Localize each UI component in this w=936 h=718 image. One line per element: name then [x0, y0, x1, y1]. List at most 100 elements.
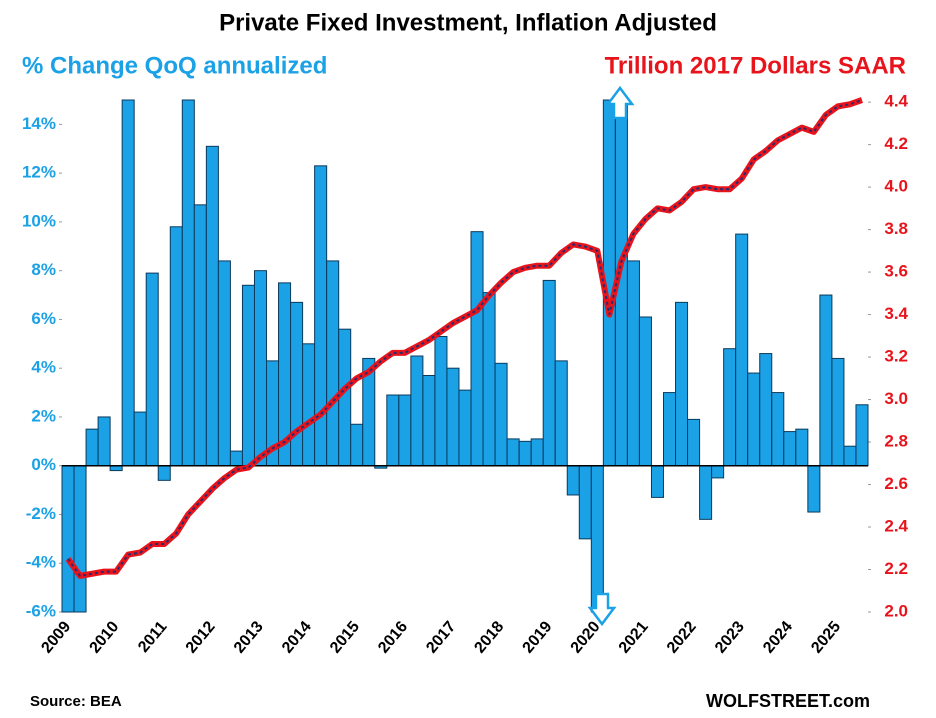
x-tick-label: 2015: [327, 618, 363, 656]
bar: [518, 440, 532, 467]
bar: [819, 294, 833, 467]
bar: [843, 445, 857, 467]
bar: [506, 438, 520, 467]
y2-tick-label: 4.2: [884, 134, 908, 153]
x-tick-label: 2011: [135, 618, 170, 656]
arrow-up: [605, 85, 635, 120]
bar: [241, 284, 255, 467]
bar: [795, 428, 809, 467]
bar: [229, 450, 243, 467]
bar: [771, 392, 785, 467]
x-tick-label: 2023: [712, 618, 748, 656]
y2-tick-label: 3.4: [884, 304, 908, 323]
arrow-down: [587, 592, 617, 627]
bar: [578, 465, 592, 540]
y2-tick-label: 3.2: [884, 347, 908, 366]
y2-tick-label: 3.0: [884, 389, 908, 408]
bar: [855, 404, 869, 467]
y-tick-label: -2%: [26, 504, 56, 523]
x-tick-label: 2021: [616, 618, 652, 656]
y-tick-label: 10%: [22, 211, 56, 230]
bar: [290, 301, 304, 467]
bar: [470, 231, 484, 467]
bar: [386, 394, 400, 467]
bar: [590, 465, 604, 613]
credit: WOLFSTREET.com: [706, 691, 870, 711]
y2-tick-label: 2.6: [884, 474, 908, 493]
y2-tick-label: 2.4: [884, 517, 908, 536]
bar: [638, 316, 652, 467]
bar: [205, 145, 219, 467]
bar: [759, 353, 773, 467]
source: Source: BEA: [30, 693, 122, 710]
y-tick-label: 4%: [31, 358, 56, 377]
bar: [747, 372, 761, 467]
bar: [675, 301, 689, 467]
bar: [350, 423, 364, 467]
bar: [410, 355, 424, 467]
bar: [446, 367, 460, 467]
bar: [699, 465, 713, 520]
y-tick-label: 8%: [31, 260, 56, 279]
bar: [554, 360, 568, 467]
bar: [566, 465, 580, 496]
x-tick-label: 2025: [808, 618, 844, 656]
bar: [398, 394, 412, 467]
y2-tick-label: 3.8: [884, 219, 908, 238]
x-tick-label: 2009: [38, 618, 74, 656]
y-tick-label: 12%: [22, 163, 56, 182]
x-tick-label: 2018: [471, 618, 507, 656]
bar: [217, 260, 231, 467]
bar: [735, 233, 749, 467]
bar: [831, 357, 845, 467]
x-tick-label: 2024: [760, 618, 796, 656]
clip-arrows: [587, 85, 635, 627]
bar: [783, 431, 797, 467]
x-tick-label: 2020: [568, 618, 604, 656]
y2-axis-title: Trillion 2017 Dollars SAAR: [605, 52, 906, 79]
bar: [530, 438, 544, 467]
bar: [422, 375, 436, 467]
bar: [61, 465, 75, 613]
y2-tick-label: 2.0: [884, 601, 908, 620]
bar: [253, 270, 268, 467]
x-tick-label: 2014: [279, 618, 315, 656]
plot: -6% -4% -2% 0% 2% 4% 6% 8% 10% 12% 14% 2.0 2.2 2.4 2.6…: [22, 92, 909, 657]
y2-tick-label: 3.6: [884, 262, 908, 281]
bar: [542, 279, 556, 467]
bar: [85, 428, 99, 467]
y-tick-label: 6%: [31, 309, 56, 328]
bar: [482, 292, 496, 467]
bar: [662, 392, 677, 467]
bar: [711, 465, 725, 479]
bar: [169, 226, 183, 467]
line: [65, 97, 863, 579]
bar: [157, 465, 171, 481]
x-tick-label: 2022: [664, 618, 700, 656]
bar: [326, 260, 340, 467]
x-tick-label: 2012: [183, 618, 219, 656]
bar: [145, 272, 159, 467]
y2-tick-label: 4.4: [884, 92, 908, 111]
x-tick-label: 2019: [520, 618, 556, 656]
y-axis-title: % Change QoQ annualized: [22, 52, 327, 79]
bar: [458, 389, 472, 467]
y2-tick-label: 2.8: [884, 432, 908, 451]
bar: [723, 348, 737, 467]
bar: [494, 362, 508, 467]
y-tick-label: 14%: [22, 114, 56, 133]
y2-tick-label: 4.0: [884, 177, 908, 196]
bar: [181, 99, 195, 467]
bar: [121, 99, 135, 467]
x-tick-label: 2016: [375, 618, 411, 656]
bar: [687, 418, 701, 467]
bar: [807, 465, 821, 513]
bar: [73, 465, 87, 613]
y-tick-label: 0%: [31, 455, 56, 474]
bar: [97, 416, 111, 467]
bar: [193, 204, 207, 467]
y2-tick-label: 2.2: [884, 559, 908, 578]
bar: [302, 343, 316, 467]
